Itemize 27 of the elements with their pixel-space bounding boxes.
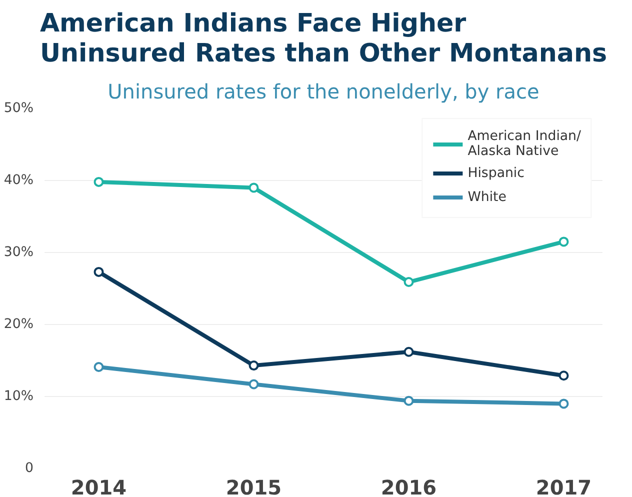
point bbox=[558, 398, 569, 409]
x-tick-label: 2015 bbox=[226, 476, 282, 497]
x-tick-label: 2017 bbox=[536, 476, 592, 497]
point bbox=[404, 346, 414, 357]
point bbox=[248, 182, 259, 193]
y-tick-label: 50% bbox=[4, 101, 34, 116]
legend-label: Hispanic bbox=[468, 166, 524, 180]
point bbox=[248, 360, 259, 371]
point bbox=[404, 396, 414, 406]
point bbox=[248, 379, 259, 390]
y-tick-label: 30% bbox=[4, 245, 34, 260]
chart-title: American Indians Face Higher Uninsured Rates than Other Montanans bbox=[40, 8, 608, 68]
y-tick-label: 0 bbox=[25, 461, 34, 476]
y-tick-label: 40% bbox=[4, 173, 34, 188]
y-tick-label: 20% bbox=[4, 317, 34, 332]
point bbox=[94, 176, 104, 187]
legend-label: White bbox=[468, 190, 506, 204]
point bbox=[558, 370, 569, 381]
x-tick-label: 2014 bbox=[70, 476, 127, 497]
point bbox=[94, 266, 104, 277]
chart-subtitle: Uninsured rates for the nonelderly, by race bbox=[108, 80, 540, 104]
point bbox=[94, 362, 104, 372]
legend-label: American Indian/ Alaska Native bbox=[468, 129, 581, 159]
x-tick-label: 2016 bbox=[380, 476, 437, 497]
point bbox=[558, 236, 569, 247]
y-tick-label: 10% bbox=[4, 389, 34, 404]
point bbox=[404, 277, 414, 288]
